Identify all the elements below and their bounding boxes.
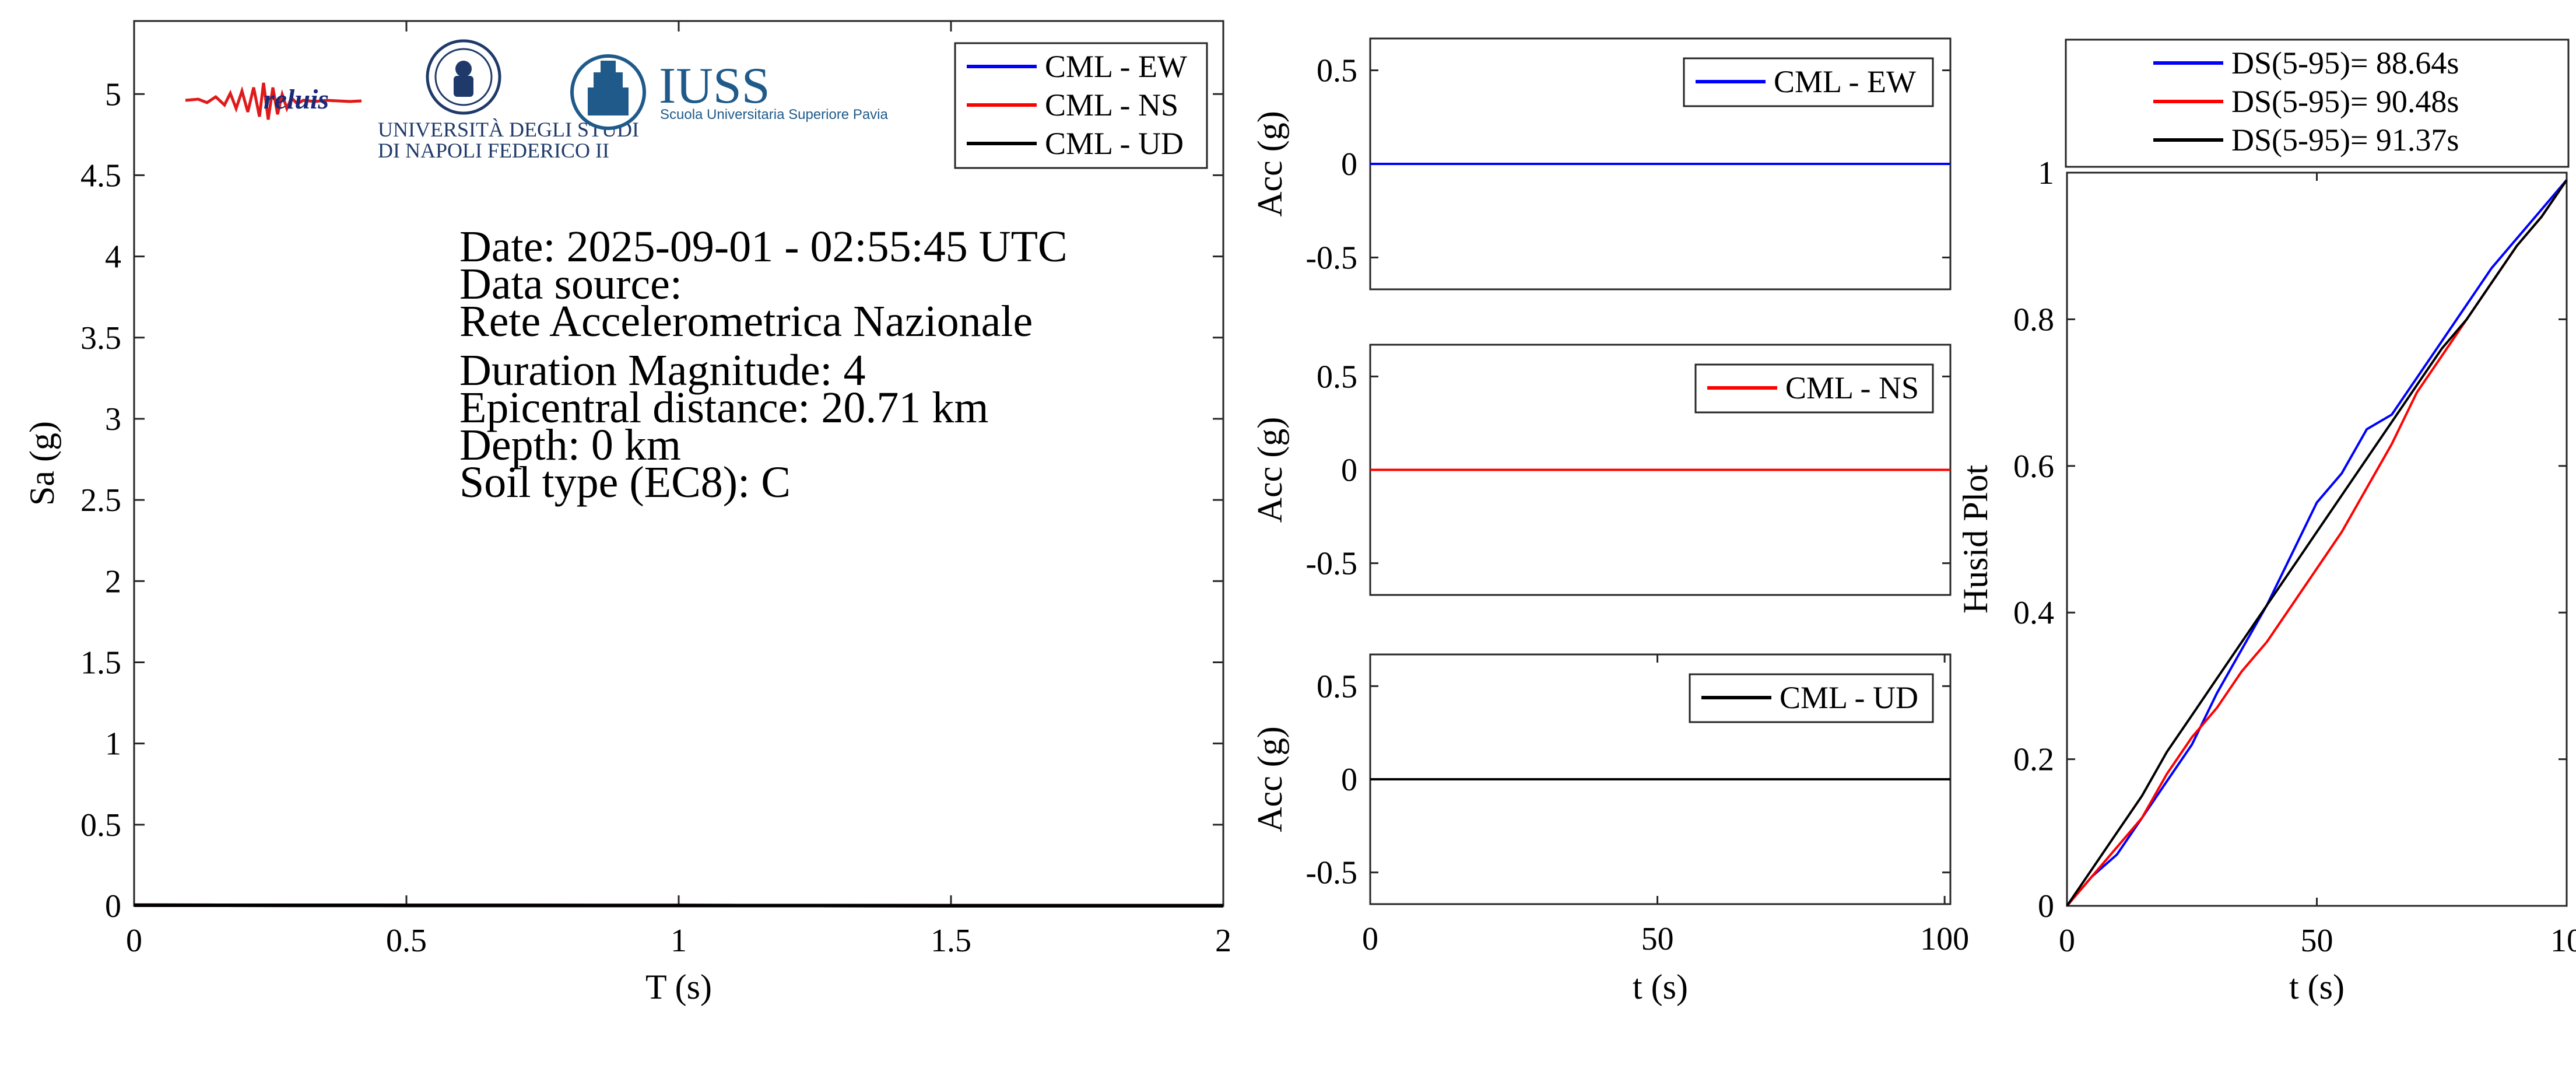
acc-ns-ytick-label: -0.5 (1305, 546, 1357, 582)
acc-ns-ytick-label: 0 (1341, 453, 1357, 489)
acc-ud-ytick-label: -0.5 (1305, 855, 1357, 891)
husid-ytick-label: 1 (2038, 155, 2054, 191)
acc-ns-ylabel: Acc (g) (1251, 417, 1289, 523)
husid-legend-label: DS(5-95)= 88.64s (2231, 45, 2459, 80)
acceleration-ew-chart: -0.5 0 0.5 Acc (g) CML - EW (1251, 37, 1952, 290)
acc-ew-ytick-label: 0 (1341, 146, 1357, 183)
info-data-source-label: Data source: (459, 260, 682, 309)
spectrum-ytick-label: 0.5 (80, 807, 121, 843)
spectrum-ytick-label: 5 (105, 76, 121, 113)
spectrum-xtick-label: 2 (1215, 923, 1231, 959)
info-epicentral-distance: Epicentral distance: 20.71 km (459, 383, 989, 432)
unina-logo-line2: DI NAPOLI FEDERICO II (378, 139, 609, 162)
husid-xtick-label: 0 (2059, 923, 2075, 959)
spectrum-series-line (134, 903, 1223, 908)
husid-xtick-label: 10 (2550, 923, 2576, 959)
spectrum-ytick-label: 4.5 (80, 157, 121, 194)
acc-ud-ytick-label: 0.5 (1317, 668, 1357, 705)
spectrum-legend-label: CML - UD (1045, 126, 1184, 161)
acc-ns-ytick-label: 0.5 (1317, 359, 1357, 395)
spectrum-xtick-label: 1.5 (931, 923, 971, 959)
husid-ytick-label: 0.4 (2013, 595, 2054, 631)
info-data-source: Rete Accelerometrica Nazionale (459, 297, 1033, 346)
info-magnitude: Duration Magnitude: 4 (459, 346, 866, 395)
husid-ytick-label: 0.6 (2013, 449, 2054, 485)
acc-ud-xtick-label: 50 (1641, 921, 1674, 957)
spectrum-ytick-label: 1.5 (80, 645, 121, 681)
husid-ytick-label: 0.8 (2013, 302, 2054, 338)
acc-ud-xtick-label: 100 (1920, 921, 1969, 957)
acc-ud-ytick-label: 0 (1341, 762, 1357, 798)
spectrum-ytick-label: 4 (105, 239, 121, 275)
acc-ud-legend-label: CML - UD (1780, 680, 1918, 715)
husid-ytick-label: 0.2 (2013, 742, 2054, 778)
iuss-logo: IUSS Scuola Universitaria Superiore Pavi… (570, 54, 889, 130)
husid-series-line (2066, 179, 2568, 907)
info-depth: Depth: 0 km (459, 421, 681, 470)
acc-ew-ytick-label: 0.5 (1317, 53, 1357, 89)
husid-ytick-label: 0 (2038, 888, 2054, 925)
acc-ud-xlabel: t (s) (1633, 968, 1688, 1006)
husid-xtick-label: 50 (2301, 923, 2333, 959)
spectrum-ylabel: Sa (g) (23, 421, 61, 506)
spectrum-ytick-label: 3.5 (80, 320, 121, 356)
husid-xlabel: t (s) (2289, 968, 2345, 1006)
spectrum-ytick-label: 0 (105, 888, 121, 925)
unina-logo: UNIVERSITÀ DEGLI STUDI DI NAPOLI FEDERIC… (378, 39, 639, 162)
info-soil-type: Soil type (EC8): C (459, 458, 791, 507)
spectrum-xtick-label: 0 (126, 923, 142, 959)
spectrum-xtick-label: 1 (671, 923, 687, 959)
spectrum-xlabel: T (s) (645, 968, 712, 1006)
reluis-logo-text: reluis (264, 84, 329, 115)
acc-ew-legend-label: CML - EW (1774, 64, 1916, 99)
acc-ns-legend-label: CML - NS (1785, 370, 1919, 405)
husid-ylabel: Husid Plot (1956, 465, 1995, 614)
info-date: Date: 2025-09-01 - 02:55:45 UTC (459, 222, 1068, 271)
acceleration-ns-chart: -0.5 0 0.5 Acc (g) CML - NS (1251, 344, 1952, 596)
husid-series-line (2066, 179, 2568, 907)
husid-legend (2065, 38, 2570, 168)
spectrum-xtick-label: 0.5 (386, 923, 427, 959)
acc-ew-ytick-label: -0.5 (1305, 240, 1357, 276)
spectrum-ytick-label: 2.5 (80, 482, 121, 519)
spectrum-ytick-label: 2 (105, 563, 121, 600)
spectrum-ytick-label: 3 (105, 401, 121, 437)
husid-legend-label: DS(5-95)= 90.48s (2231, 84, 2459, 119)
acc-ud-ylabel: Acc (g) (1251, 726, 1289, 832)
iuss-logo-text: IUSS (659, 58, 770, 114)
reluis-waveform-icon (185, 82, 362, 120)
spectrum-chart: 0 0.5 1 1.5 2 2.5 3 3.5 4 4.5 5 0 0.5 1 1.5 2 Sa (g) T (s… (23, 20, 1231, 1006)
husid-legend-label: DS(5-95)= 91.37s (2231, 122, 2459, 157)
acc-ew-ylabel: Acc (g) (1251, 111, 1289, 217)
spectrum-legend-label: CML - NS (1045, 87, 1178, 122)
spectrum-legend-label: CML - EW (1045, 49, 1187, 84)
acc-ud-xtick-label: 0 (1362, 921, 1378, 957)
iuss-logo-subtitle: Scuola Universitaria Superiore Pavia (660, 107, 889, 122)
reluis-logo: reluis (185, 82, 362, 120)
event-info: Date: 2025-09-01 - 02:55:45 UTC Data sou… (459, 222, 1068, 507)
spectrum-ytick-label: 1 (105, 726, 121, 762)
